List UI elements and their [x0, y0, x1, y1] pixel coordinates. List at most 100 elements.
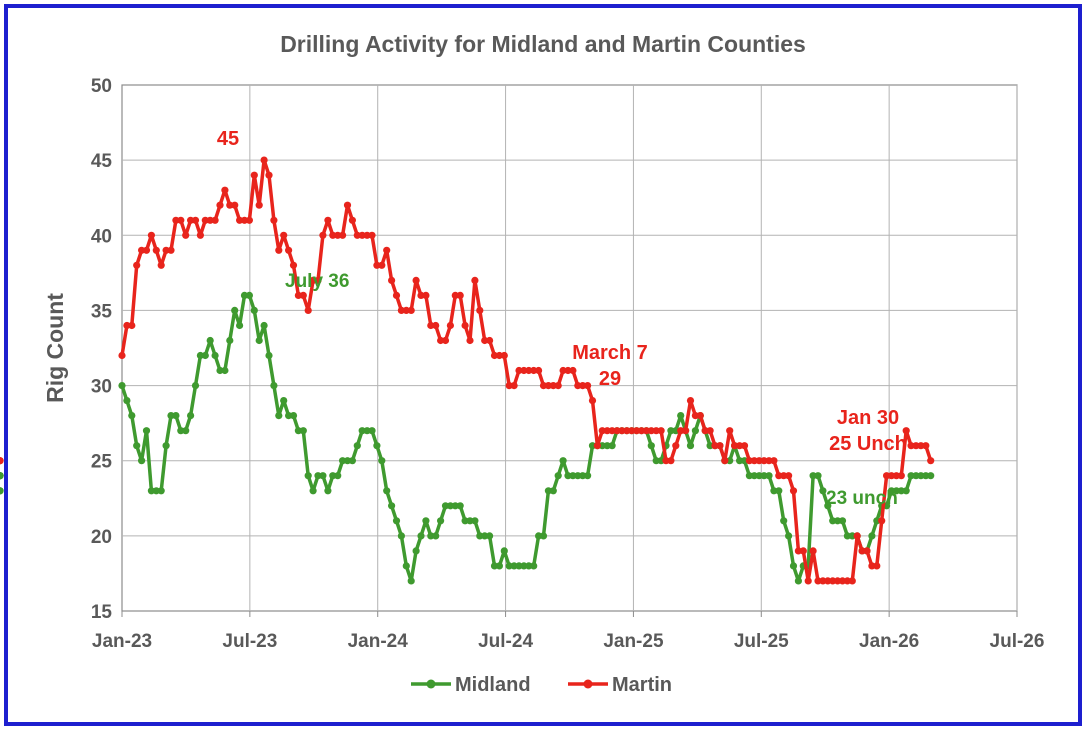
midland-point: [142, 427, 151, 435]
gridlines: [121, 85, 1018, 617]
midland-point: [118, 382, 126, 390]
martin-point: [270, 216, 278, 224]
martin-point: [182, 231, 190, 239]
martin-point: [231, 201, 239, 209]
midland-point: [309, 487, 317, 495]
midland-point: [378, 457, 386, 465]
midland-point: [138, 457, 146, 465]
martin-point: [686, 397, 695, 405]
martin-point: [554, 382, 562, 390]
midland-point: [549, 487, 557, 495]
midland-point: [201, 351, 209, 360]
martin-point: [324, 216, 332, 224]
midland-point: [289, 412, 298, 420]
midland-point: [824, 502, 832, 510]
y-axis-label: Rig Count: [42, 293, 68, 403]
martin-point: [191, 216, 200, 224]
midland-point: [780, 517, 788, 525]
martin-point: [863, 547, 871, 555]
midland-point: [299, 427, 307, 435]
midland-point: [245, 291, 253, 299]
midland-point: [319, 472, 327, 480]
martin-point: [368, 231, 376, 239]
martin-point: [466, 336, 474, 345]
martin-point: [535, 366, 543, 375]
martin-point: [922, 442, 930, 450]
x-tick-label: Jan-23: [92, 631, 152, 652]
midland-point: [554, 472, 562, 480]
martin-point: [392, 291, 401, 299]
y-tick-label: 40: [91, 226, 112, 247]
midland-point: [260, 321, 268, 330]
y-tick-label: 25: [91, 452, 113, 473]
martin-point: [339, 231, 347, 239]
midland-point: [397, 532, 405, 540]
midland-point: [206, 336, 214, 345]
martin-point: [500, 351, 508, 360]
midland-point: [456, 502, 464, 510]
midland-point: [868, 532, 876, 540]
legend-martin-marker: [583, 679, 593, 689]
martin-point: [657, 427, 665, 435]
midland-point: [402, 562, 410, 570]
chart-title: Drilling Activity for Midland and Martin…: [280, 31, 806, 57]
midland-point: [686, 442, 695, 450]
martin-point: [667, 457, 675, 465]
martin-point: [789, 487, 798, 495]
midland-point: [765, 472, 773, 480]
martin-point: [569, 366, 577, 375]
midland-point: [182, 427, 190, 435]
midland-point: [133, 442, 141, 450]
midland-point: [383, 487, 391, 495]
x-tick-label: Jul-24: [478, 631, 533, 652]
series-martin: [0, 156, 935, 585]
midland-point: [422, 517, 430, 525]
midland-point: [432, 532, 440, 540]
x-tick-label: Jul-23: [222, 631, 277, 652]
midland-point: [785, 532, 793, 540]
martin-point: [250, 171, 258, 179]
x-tick-label: Jan-26: [859, 631, 919, 652]
midland-point: [334, 472, 342, 480]
midland-point: [162, 442, 170, 450]
martin-point: [142, 246, 151, 254]
legend-martin-label: Martin: [612, 674, 672, 696]
midland-point: [471, 517, 479, 525]
legend-midland-marker: [426, 679, 436, 689]
martin-point: [731, 442, 739, 450]
martin-point: [383, 246, 391, 254]
martin-point: [314, 276, 322, 284]
midland-point: [0, 487, 4, 495]
martin-point: [588, 397, 597, 405]
midland-point: [814, 472, 822, 480]
midland-point: [128, 412, 136, 420]
martin-point: [716, 442, 724, 450]
martin-point: [289, 261, 298, 269]
annotation-jan-30: Jan 30: [837, 407, 899, 429]
y-tick-label: 20: [91, 527, 112, 548]
midland-point: [838, 517, 847, 525]
martin-point: [221, 186, 229, 194]
annotation-25-unch: 25 Unch: [829, 433, 907, 455]
midland-point: [392, 517, 401, 525]
martin-point: [476, 306, 484, 314]
midland-point: [486, 532, 494, 540]
midland-point: [691, 427, 700, 435]
annotation-march-7: March 7: [572, 342, 648, 364]
martin-point: [299, 291, 307, 299]
midland-point: [280, 397, 288, 405]
midland-point: [407, 577, 415, 585]
martin-point: [804, 577, 812, 585]
midland-point: [187, 412, 195, 420]
y-tick-label: 30: [91, 377, 112, 398]
martin-point: [304, 306, 312, 314]
midland-point: [157, 487, 165, 495]
midland-point: [539, 532, 548, 540]
midland-point: [927, 472, 935, 480]
midland-point: [191, 382, 200, 390]
martin-point: [407, 306, 415, 314]
martin-point: [152, 246, 160, 254]
y-tick-label: 45: [91, 151, 113, 172]
midland-point: [819, 487, 827, 495]
midland-point: [270, 382, 278, 390]
